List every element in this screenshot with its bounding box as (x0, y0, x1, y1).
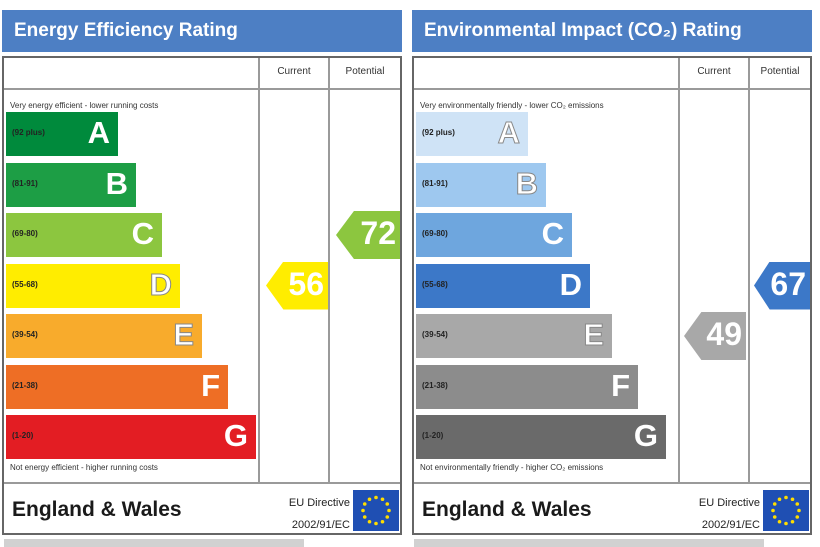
band-f: (21-38) F (6, 364, 228, 409)
potential-rating-value: 72 (360, 215, 396, 251)
band-letter: C (541, 216, 564, 251)
band-a: (92 plus) A (6, 112, 118, 156)
chart-title: Environmental Impact (CO₂) Rating (412, 10, 812, 52)
current-rating-value: 49 (706, 316, 742, 352)
chart-title: Energy Efficiency Rating (2, 10, 402, 52)
band-range: (92 plus) (12, 128, 45, 137)
eu-directive-line1: EU Directive (698, 497, 760, 509)
band-range: (92 plus) (422, 128, 455, 137)
energy-efficiency-chart: Energy Efficiency Rating Current Potenti… (2, 10, 402, 535)
current-column-header: Current (277, 66, 311, 77)
potential-column-header: Potential (760, 66, 800, 77)
divider (328, 58, 330, 484)
potential-rating-arrow: 72 (336, 211, 400, 259)
band-b: (81-91) B (6, 162, 136, 207)
band-range: (69-80) (422, 229, 448, 238)
chart-frame: Current Potential Very energy efficient … (2, 56, 402, 535)
band-letter: F (201, 367, 220, 403)
band-d: (55-68) D (6, 263, 180, 308)
band-range: (55-68) (12, 279, 38, 289)
divider (414, 482, 810, 484)
band-range: (69-80) (12, 229, 38, 238)
band-letter: A (87, 115, 110, 150)
band-range: (1-20) (422, 431, 444, 440)
bottom-note: Not environmentally friendly - higher CO… (420, 463, 604, 472)
chart-frame: Current Potential Very environmentally f… (412, 56, 812, 535)
divider (4, 88, 400, 90)
band-d: (55-68) D (416, 263, 590, 308)
eu-flag-icon (353, 490, 399, 531)
band-b: (81-91) B (416, 162, 546, 207)
eu-directive: EU Directive 2002/91/EC (670, 492, 760, 536)
band-e: (39-54) E (6, 314, 202, 358)
eu-directive-line2: 2002/91/EC (291, 519, 350, 531)
band-letter: E (583, 317, 605, 353)
bottom-note: Not energy efficient - higher running co… (10, 463, 158, 472)
eu-directive-line2: 2002/91/EC (701, 519, 760, 531)
cropped-text-line (4, 539, 304, 547)
band-letter: D (149, 266, 172, 302)
band-range: (39-54) (12, 330, 38, 339)
current-rating-arrow: 49 (684, 312, 746, 360)
band-letter: B (515, 165, 538, 201)
cropped-text-line (414, 539, 764, 547)
band-range: (21-38) (422, 380, 448, 390)
potential-rating-arrow: 67 (754, 261, 810, 310)
eu-directive: EU Directive 2002/91/EC (260, 492, 350, 536)
potential-column-header: Potential (345, 66, 385, 77)
divider (4, 482, 400, 484)
region-label: England & Wales (422, 498, 592, 521)
eu-flag-icon (763, 490, 809, 531)
band-letter: E (173, 317, 195, 353)
band-a: (92 plus) A (416, 112, 528, 156)
band-letter: A (497, 115, 520, 151)
band-c: (69-80) C (6, 213, 162, 257)
eu-directive-line1: EU Directive (288, 497, 350, 509)
band-letter: B (105, 165, 128, 201)
top-note: Very energy efficient - lower running co… (10, 101, 159, 110)
band-letter: G (633, 418, 658, 453)
band-range: (55-68) (422, 279, 448, 289)
divider (258, 58, 260, 484)
current-rating-arrow: 56 (266, 261, 328, 310)
current-column-header: Current (697, 66, 731, 77)
top-note: Very environmentally friendly - lower CO… (420, 101, 604, 110)
band-f: (21-38) F (416, 364, 638, 409)
current-rating-value: 56 (288, 265, 324, 302)
region-label: England & Wales (12, 498, 182, 521)
band-range: (81-91) (12, 178, 38, 188)
environmental-impact-chart: Environmental Impact (CO₂) Rating Curren… (412, 10, 812, 535)
band-g: (1-20) G (416, 415, 666, 459)
potential-rating-value: 67 (770, 265, 806, 302)
band-e: (39-54) E (416, 314, 612, 358)
band-letter: F (611, 367, 630, 403)
band-g: (1-20) G (6, 415, 256, 459)
band-range: (21-38) (12, 380, 38, 390)
divider (414, 88, 810, 90)
band-range: (81-91) (422, 178, 448, 188)
band-range: (1-20) (12, 431, 34, 440)
divider (678, 58, 680, 484)
band-letter: C (131, 216, 154, 251)
band-range: (39-54) (422, 330, 448, 339)
divider (748, 58, 750, 484)
band-letter: D (559, 266, 582, 302)
band-letter: G (223, 418, 248, 453)
band-c: (69-80) C (416, 213, 572, 257)
